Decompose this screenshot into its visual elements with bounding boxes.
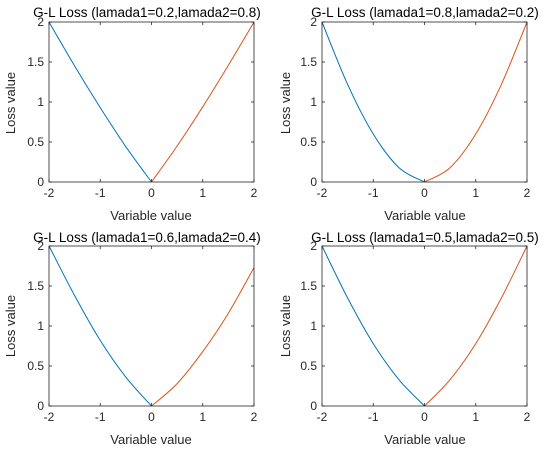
x-tick-label: -1 [368, 186, 379, 200]
y-tick-label: 2 [310, 239, 317, 253]
x-tick-label: -2 [317, 186, 328, 200]
y-tick-label: 0 [37, 399, 44, 413]
y-tick-label: 1 [310, 319, 317, 333]
y-tick-label: 2 [37, 15, 44, 29]
panel-title: G-L Loss (lamada1=0.5,lamada2=0.5) [311, 230, 539, 245]
y-tick-label: 2 [310, 15, 317, 29]
x-tick-label: -2 [44, 410, 55, 424]
series-line-2 [151, 21, 255, 183]
x-tick-label: 2 [251, 186, 258, 200]
x-tick-label: 2 [524, 410, 531, 424]
series-line-1 [48, 245, 152, 407]
x-tick-label: 1 [199, 410, 206, 424]
y-tick-label: 1.5 [27, 279, 44, 293]
axes-frame [321, 21, 528, 183]
y-tick-label: 1 [310, 95, 317, 109]
axes-frame [48, 21, 255, 183]
y-tick-label: 1.5 [300, 279, 317, 293]
panel-title: G-L Loss (lamada1=0.6,lamada2=0.4) [33, 230, 261, 245]
y-tick-label: 1.5 [27, 55, 44, 69]
y-tick-label: 0 [310, 175, 317, 189]
y-tick-label: 0 [37, 175, 44, 189]
x-tick-label: 0 [421, 186, 428, 200]
y-axis-label: Loss value [278, 295, 293, 357]
y-axis-label: Loss value [278, 72, 293, 134]
y-tick-label: 1.5 [300, 55, 317, 69]
y-tick-label: 1 [37, 95, 44, 109]
series-line-2 [424, 245, 528, 407]
panel-title: G-L Loss (lamada1=0.8,lamada2=0.2) [311, 5, 539, 20]
x-axis-label: Variable value [110, 432, 191, 447]
series-line-2 [424, 21, 528, 183]
y-tick-label: 2 [37, 239, 44, 253]
axes-frame [48, 245, 255, 407]
x-tick-label: 1 [472, 186, 479, 200]
panel-4: G-L Loss (lamada1=0.5,lamada2=0.5) Loss … [278, 230, 539, 447]
y-tick-label: 0.5 [300, 135, 317, 149]
x-tick-label: 0 [421, 410, 428, 424]
series-line-1 [48, 21, 152, 183]
x-tick-label: 0 [148, 410, 155, 424]
y-tick-label: 0.5 [27, 135, 44, 149]
panel-3: G-L Loss (lamada1=0.6,lamada2=0.4) Loss … [3, 230, 261, 447]
y-axis-label: Loss value [3, 295, 18, 357]
x-axis-label: Variable value [384, 432, 465, 447]
panel-2: G-L Loss (lamada1=0.8,lamada2=0.2) Loss … [278, 5, 539, 223]
series-line-2 [151, 267, 255, 407]
y-tick-label: 0 [310, 399, 317, 413]
x-axis-label: Variable value [110, 208, 191, 223]
x-tick-label: 2 [524, 186, 531, 200]
x-tick-label: -2 [317, 410, 328, 424]
x-tick-label: 2 [251, 410, 258, 424]
y-axis-label: Loss value [3, 72, 18, 134]
x-tick-label: -2 [44, 186, 55, 200]
x-tick-label: -1 [95, 410, 106, 424]
panel-1: G-L Loss (lamada1=0.2,lamada2=0.8) Loss … [3, 5, 261, 223]
x-tick-label: -1 [368, 410, 379, 424]
series-line-1 [321, 245, 425, 407]
x-tick-label: 1 [199, 186, 206, 200]
x-tick-label: 0 [148, 186, 155, 200]
x-axis-label: Variable value [384, 208, 465, 223]
panel-title: G-L Loss (lamada1=0.2,lamada2=0.8) [33, 5, 261, 20]
y-tick-label: 0.5 [27, 359, 44, 373]
series-line-1 [321, 21, 425, 183]
axes-frame [321, 245, 528, 407]
x-tick-label: -1 [95, 186, 106, 200]
y-tick-label: 1 [37, 319, 44, 333]
y-tick-label: 0.5 [300, 359, 317, 373]
x-tick-label: 1 [472, 410, 479, 424]
